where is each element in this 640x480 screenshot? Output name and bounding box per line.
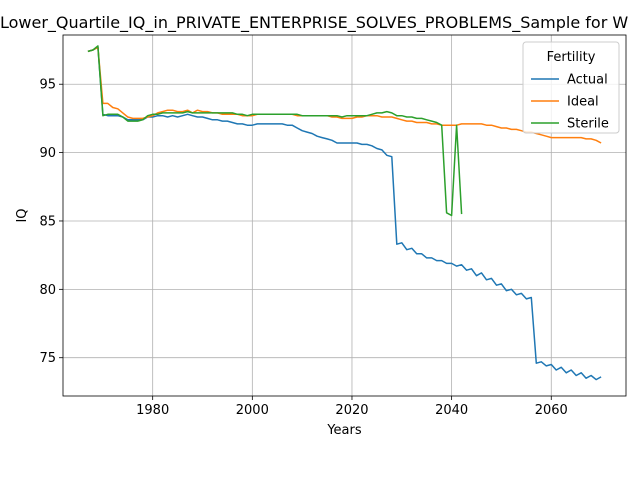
axis-ticks: 1980 2000 2020 2040 2060 75 80 85 90 95: [39, 78, 567, 418]
legend-label-ideal: Ideal: [567, 95, 599, 110]
x-tick-label: 2060: [535, 403, 568, 418]
legend: Fertility Actual Ideal Sterile: [522, 41, 620, 134]
y-tick-label: 80: [39, 283, 56, 298]
chart-title: Lower_Quartile_IQ_in_PRIVATE_ENTERPRISE_…: [0, 13, 628, 33]
legend-items: Actual Ideal Sterile: [531, 73, 609, 132]
x-axis-label: Years: [326, 423, 362, 438]
legend-box: [522, 41, 620, 134]
series-line-sterile: [87, 45, 463, 217]
series-line-ideal: [87, 46, 602, 144]
series-lines: [87, 45, 602, 381]
series-line-actual: [87, 46, 602, 381]
x-tick-label: 1980: [136, 403, 169, 418]
y-tick-label: 95: [39, 78, 56, 93]
y-tick-label: 75: [39, 351, 56, 366]
y-tick-label: 85: [39, 214, 56, 229]
x-tick-label: 2040: [435, 403, 468, 418]
x-tick-label: 2000: [236, 403, 269, 418]
x-tick-label: 2020: [335, 403, 368, 418]
y-tick-label: 90: [39, 146, 56, 161]
legend-title: Fertility: [547, 50, 596, 65]
legend-label-sterile: Sterile: [567, 117, 609, 132]
y-axis-label: IQ: [15, 208, 30, 222]
plot-frame: [62, 34, 627, 397]
legend-label-actual: Actual: [567, 73, 608, 88]
